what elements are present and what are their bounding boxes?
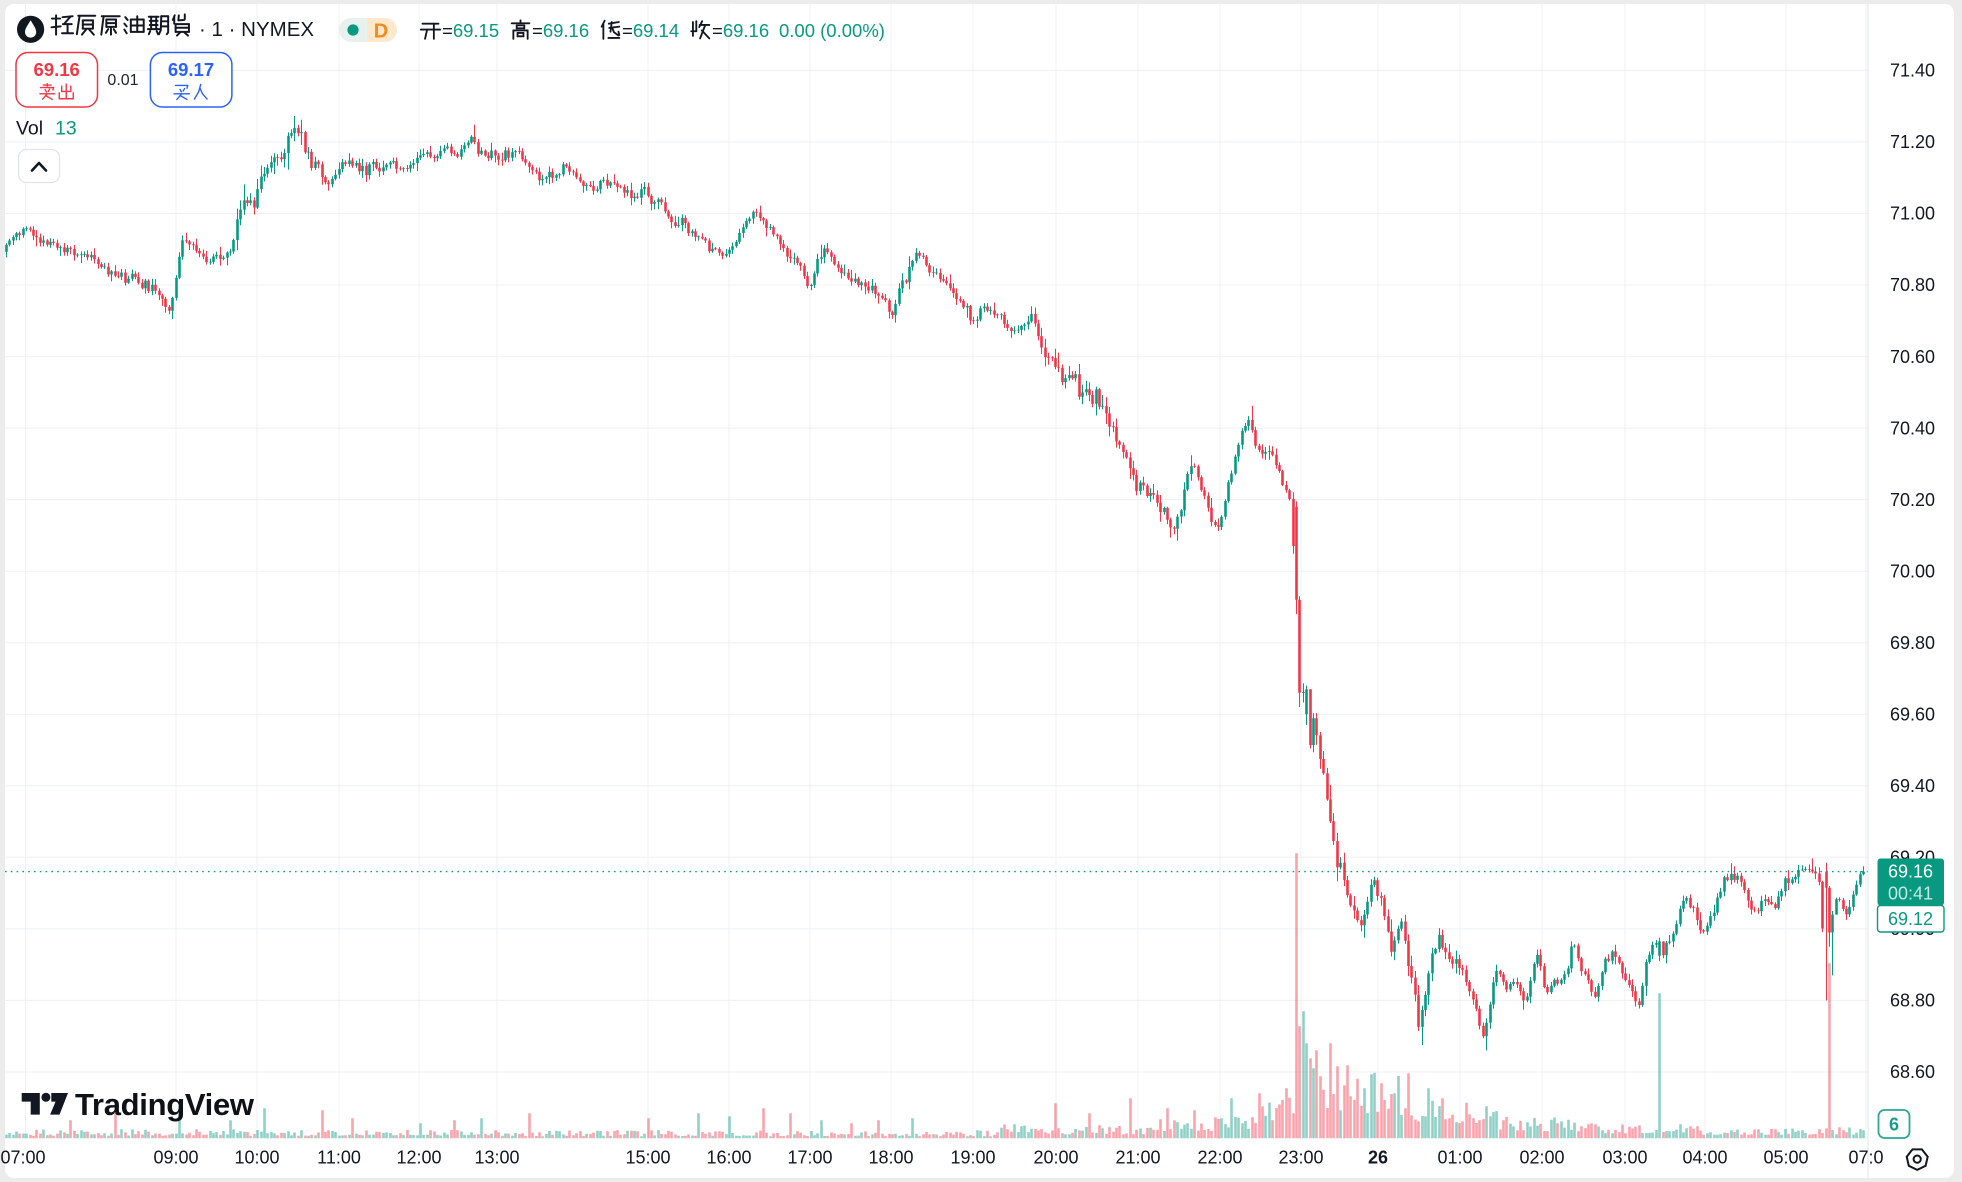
svg-text:=69.16: =69.16 (532, 20, 589, 41)
svg-text:26: 26 (1368, 1148, 1388, 1168)
svg-text:07:00: 07:00 (0, 1148, 45, 1168)
svg-text:15:00: 15:00 (625, 1148, 670, 1168)
svg-text:00:41: 00:41 (1888, 884, 1933, 904)
svg-text:69.40: 69.40 (1890, 776, 1935, 796)
svg-text:03:00: 03:00 (1602, 1148, 1647, 1168)
svg-text:68.60: 68.60 (1890, 1062, 1935, 1082)
svg-text:23:00: 23:00 (1278, 1148, 1323, 1168)
svg-text:71.00: 71.00 (1890, 204, 1935, 224)
svg-text:Vol: Vol (16, 118, 43, 140)
svg-text:16:00: 16:00 (706, 1148, 751, 1168)
svg-text:02:00: 02:00 (1519, 1148, 1564, 1168)
svg-text:13: 13 (55, 118, 77, 140)
svg-text:07:0: 07:0 (1848, 1148, 1883, 1168)
svg-text:69.60: 69.60 (1890, 705, 1935, 725)
svg-text:04:00: 04:00 (1682, 1148, 1727, 1168)
svg-text:68.80: 68.80 (1890, 991, 1935, 1011)
svg-text:71.40: 71.40 (1890, 61, 1935, 81)
svg-text:70.80: 70.80 (1890, 275, 1935, 295)
svg-text:09:00: 09:00 (153, 1148, 198, 1168)
svg-text:70.00: 70.00 (1890, 561, 1935, 581)
svg-text:22:00: 22:00 (1197, 1148, 1242, 1168)
svg-text:0.01: 0.01 (107, 72, 138, 89)
svg-text:19:00: 19:00 (950, 1148, 995, 1168)
svg-text:=69.14: =69.14 (622, 20, 679, 41)
svg-text:69.16: 69.16 (34, 59, 80, 80)
svg-text:TradingView: TradingView (75, 1087, 255, 1122)
svg-text:01:00: 01:00 (1437, 1148, 1482, 1168)
svg-text:12:00: 12:00 (396, 1148, 441, 1168)
svg-text:0.00 (0.00%): 0.00 (0.00%) (779, 20, 885, 41)
svg-text:11:00: 11:00 (317, 1148, 361, 1168)
svg-text:10:00: 10:00 (234, 1148, 279, 1168)
svg-text:70.60: 70.60 (1890, 347, 1935, 367)
svg-text:69.80: 69.80 (1890, 633, 1935, 653)
svg-text:71.20: 71.20 (1890, 132, 1935, 152)
svg-text:18:00: 18:00 (868, 1148, 913, 1168)
svg-text:05:00: 05:00 (1763, 1148, 1808, 1168)
svg-text:20:00: 20:00 (1033, 1148, 1078, 1168)
svg-text:69.16: 69.16 (1888, 862, 1933, 882)
svg-text:70.20: 70.20 (1890, 490, 1935, 510)
svg-text:13:00: 13:00 (474, 1148, 519, 1168)
svg-text:D: D (374, 21, 388, 43)
svg-text:=69.15: =69.15 (442, 20, 499, 41)
svg-text:70.40: 70.40 (1890, 418, 1935, 438)
svg-text:6: 6 (1889, 1115, 1899, 1135)
svg-text:69.12: 69.12 (1888, 909, 1933, 929)
svg-text:69.17: 69.17 (168, 59, 214, 80)
svg-text:21:00: 21:00 (1115, 1148, 1160, 1168)
svg-text:· 1 · NYMEX: · 1 · NYMEX (199, 18, 314, 41)
svg-text:=69.16: =69.16 (712, 20, 769, 41)
svg-text:17:00: 17:00 (787, 1148, 832, 1168)
